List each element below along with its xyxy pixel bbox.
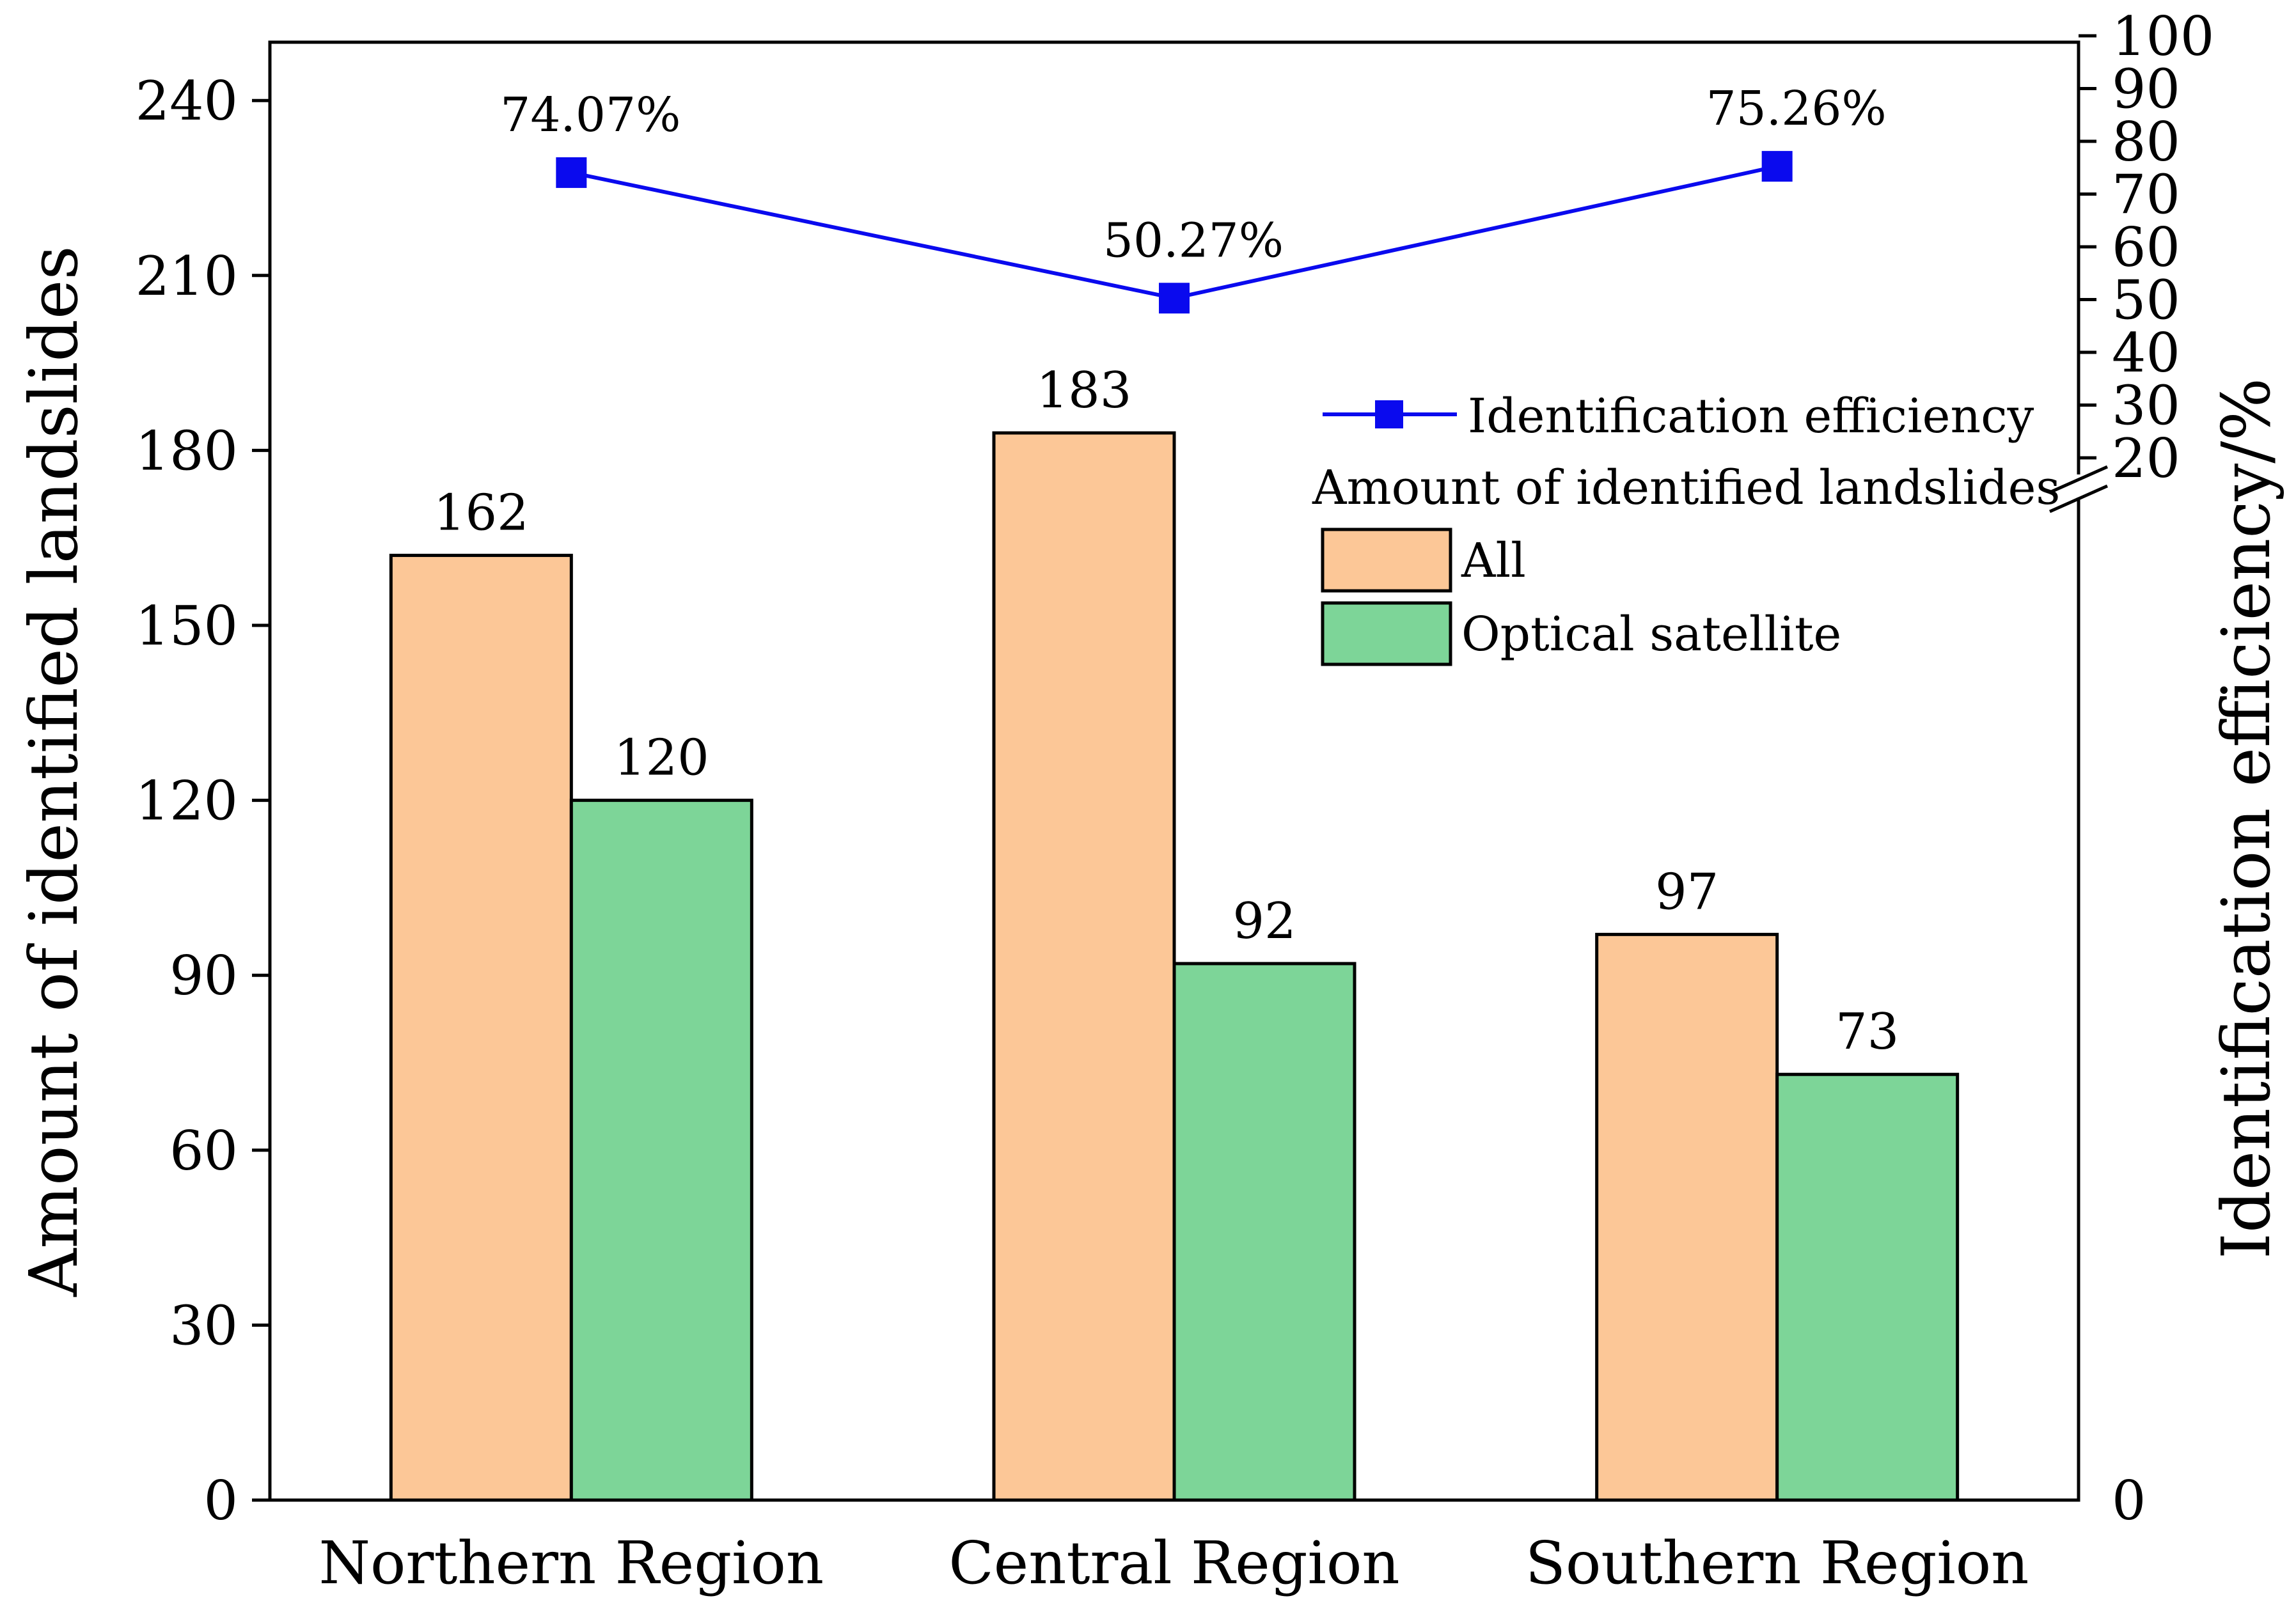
bar-all bbox=[992, 431, 1176, 1502]
bar-value-label: 183 bbox=[1037, 362, 1132, 419]
y-tick-label: 210 bbox=[136, 245, 238, 308]
x-tick-label: Central Region bbox=[948, 1529, 1399, 1597]
y-tick-label: 150 bbox=[136, 595, 238, 657]
y-tick-label: 180 bbox=[136, 419, 238, 482]
y2-tick-label: 90 bbox=[2112, 58, 2180, 121]
y-tick-label: 30 bbox=[169, 1294, 238, 1357]
y-tick-label: 240 bbox=[136, 70, 238, 132]
x-tick-label: Northern Region bbox=[318, 1529, 824, 1597]
plot-frame bbox=[268, 40, 2080, 1502]
efficiency-line-layer: 74.07% 50.27% 75.26% bbox=[500, 81, 1887, 314]
bar-optical-satellite bbox=[569, 799, 753, 1502]
y-tick-label: 60 bbox=[169, 1120, 238, 1182]
y2-tick-label: 50 bbox=[2112, 269, 2180, 332]
efficiency-marker bbox=[1159, 283, 1190, 314]
y2-tick-label: 40 bbox=[2112, 322, 2180, 384]
bar-value-label: 162 bbox=[434, 485, 529, 542]
y2-tick-label: 30 bbox=[2112, 375, 2180, 437]
efficiency-marker bbox=[556, 157, 587, 188]
legend-swatch-optical-satellite bbox=[1321, 601, 1452, 666]
bar-value-label: 92 bbox=[1232, 893, 1296, 950]
efficiency-value-label: 74.07% bbox=[500, 88, 680, 143]
y2-tick-label: 60 bbox=[2112, 216, 2180, 279]
legend-bar-label: Optical satellite bbox=[1461, 607, 1841, 662]
y-axis-title: Amount of identified landslides bbox=[15, 246, 93, 1297]
legend-bar-label: All bbox=[1461, 533, 1526, 588]
legend-line-marker bbox=[1375, 400, 1403, 428]
y2-axis-title: Identification efficiency/% bbox=[2207, 378, 2285, 1259]
legend-swatch-all bbox=[1321, 528, 1452, 593]
efficiency-value-label: 75.26% bbox=[1706, 81, 1887, 136]
bar-optical-satellite bbox=[1172, 962, 1356, 1502]
legend-line-label: Identification efficiency bbox=[1468, 389, 2034, 444]
y2-tick-label: 0 bbox=[2112, 1469, 2146, 1532]
y2-tick-label: 100 bbox=[2112, 5, 2214, 68]
y-tick-label: 120 bbox=[136, 770, 238, 833]
axis-break-mark bbox=[2048, 465, 2109, 494]
efficiency-marker bbox=[1761, 151, 1793, 182]
y2-tick-label: 70 bbox=[2112, 164, 2180, 226]
legend: Identification efficiency Amount of ident… bbox=[1312, 389, 2060, 666]
legend-group-title: Amount of identified landslides bbox=[1312, 460, 2060, 515]
bar-value-label: 73 bbox=[1836, 1003, 1899, 1061]
y-tick-label: 90 bbox=[169, 944, 238, 1007]
x-tick-label: Southern Region bbox=[1525, 1529, 2029, 1597]
bar-optical-satellite bbox=[1775, 1072, 1960, 1502]
y-tick-label: 0 bbox=[204, 1469, 238, 1532]
bar-all bbox=[1595, 932, 1779, 1502]
bar-value-label: 97 bbox=[1655, 863, 1718, 921]
bars-layer: 162 120 183 92 97 73 bbox=[389, 362, 1960, 1502]
y2-tick-label: 20 bbox=[2112, 427, 2180, 490]
bar-all bbox=[389, 554, 573, 1502]
axis-break-mark bbox=[2048, 484, 2109, 513]
efficiency-value-label: 50.27% bbox=[1103, 213, 1284, 268]
bar-value-label: 120 bbox=[614, 730, 709, 787]
y2-tick-label: 80 bbox=[2112, 111, 2180, 173]
axes-layer: 0306090120150180210240203040506070809010… bbox=[15, 5, 2285, 1597]
